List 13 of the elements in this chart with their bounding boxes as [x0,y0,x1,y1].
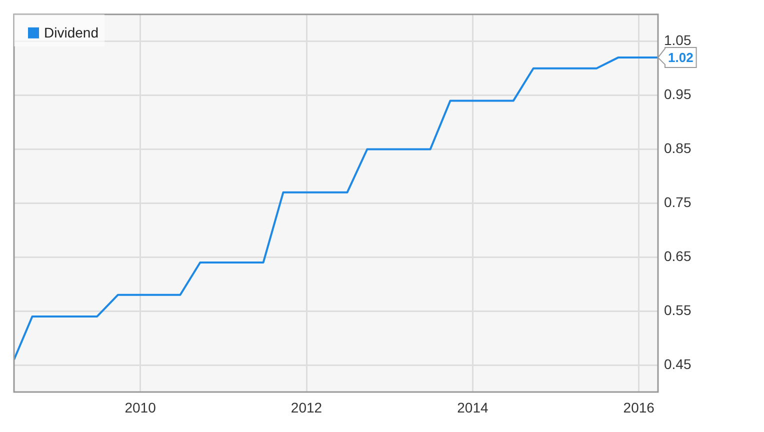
x-tick-label: 2012 [290,399,322,416]
y-tick-label: 0.75 [664,194,692,210]
y-tick-label: 0.95 [664,86,692,102]
y-tick-label: 1.05 [664,32,692,48]
x-tick-label: 2010 [124,399,156,416]
y-tick-label: 0.85 [664,140,692,156]
x-tick-label: 2014 [457,399,488,416]
x-tick-label: 2016 [623,399,655,416]
y-tick-label: 0.45 [664,356,692,372]
legend-label: Dividend [44,24,98,40]
annotation: 1.02 [668,50,694,66]
y-tick-label: 0.55 [664,302,692,318]
y-tick-label: 0.65 [664,248,692,264]
